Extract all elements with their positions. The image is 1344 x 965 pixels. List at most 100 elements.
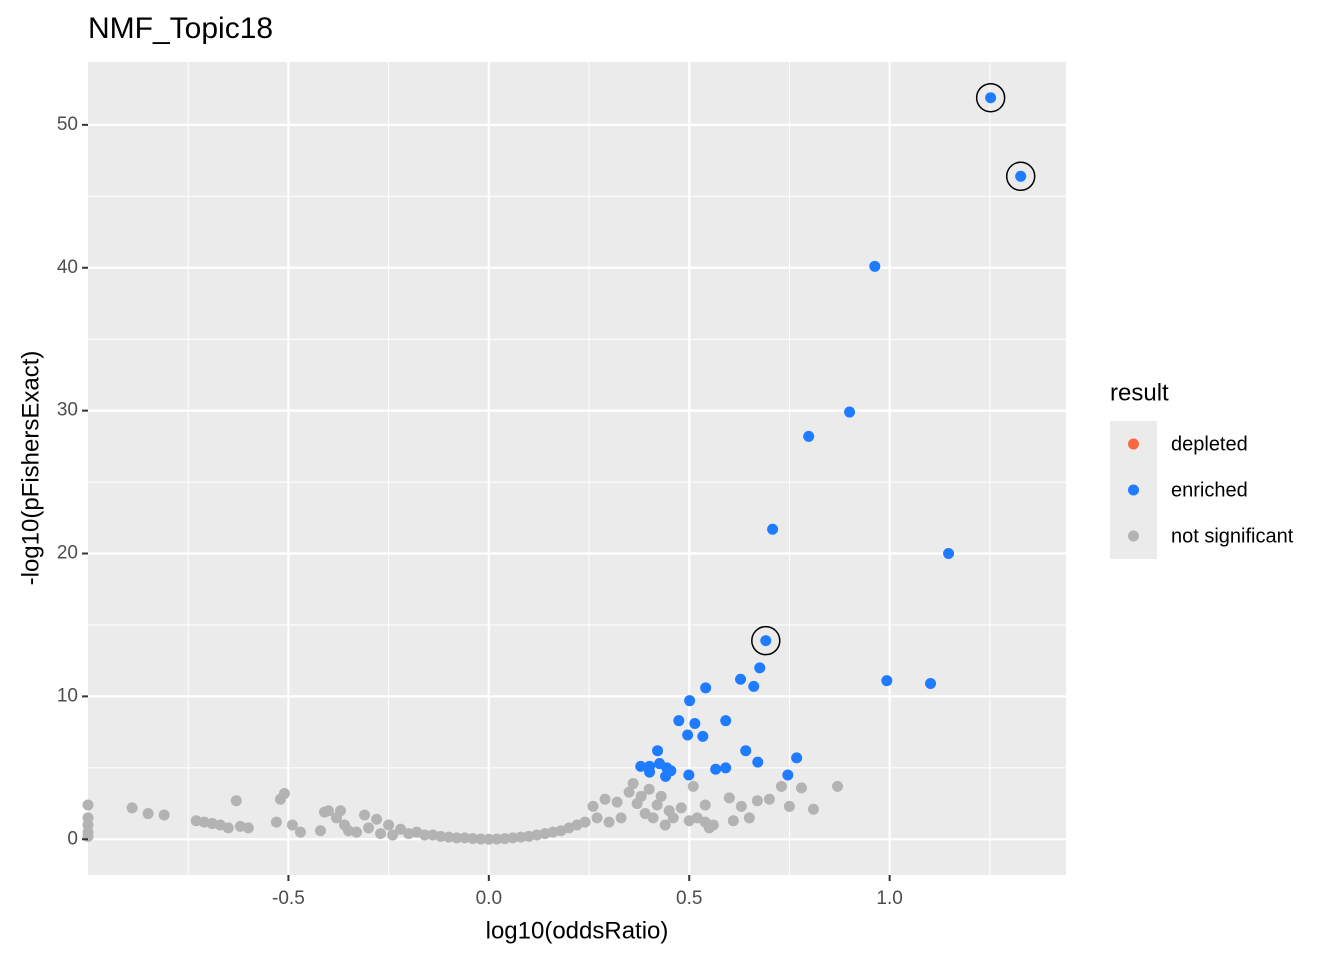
chart-title: NMF_Topic18	[88, 12, 273, 45]
point	[783, 800, 795, 812]
point	[322, 805, 334, 817]
point	[735, 673, 747, 685]
point	[475, 833, 487, 845]
point	[775, 780, 787, 792]
point	[635, 760, 647, 772]
x-tick-label: 0.5	[676, 888, 702, 909]
point	[314, 825, 326, 837]
point	[644, 766, 656, 778]
point	[611, 796, 623, 808]
point	[1015, 170, 1027, 182]
highlight-ring	[751, 625, 781, 656]
point	[743, 812, 755, 824]
point	[720, 715, 732, 727]
point	[451, 832, 463, 844]
point	[294, 826, 306, 838]
point	[782, 769, 794, 781]
point	[371, 813, 383, 825]
panel	[88, 62, 1066, 875]
point	[126, 802, 138, 814]
y-tick-label: 50	[57, 114, 78, 135]
legend-swatch	[1128, 438, 1139, 450]
y-axis-title: -log10(pFishersExact)	[17, 351, 44, 586]
point	[230, 795, 242, 807]
point	[419, 829, 431, 841]
point	[623, 786, 635, 798]
point	[735, 800, 747, 812]
point	[723, 792, 735, 804]
point	[684, 695, 696, 707]
point	[655, 790, 667, 802]
point	[635, 790, 647, 802]
point	[459, 832, 471, 844]
y-tick-label: 30	[57, 400, 78, 421]
legend: depleted enriched not significant	[1110, 421, 1294, 559]
point	[832, 780, 844, 792]
legend-label: depleted	[1171, 433, 1248, 455]
point	[754, 662, 766, 674]
point	[142, 808, 154, 820]
point	[242, 822, 254, 834]
point	[507, 832, 519, 844]
point	[803, 430, 815, 442]
point	[467, 833, 479, 845]
point	[603, 816, 615, 828]
point	[697, 730, 709, 742]
point	[615, 812, 627, 824]
y-tick-label: 40	[57, 257, 78, 278]
point	[383, 819, 395, 831]
marks	[82, 82, 1036, 845]
point	[791, 752, 803, 764]
highlight-ring	[975, 82, 1006, 113]
point	[359, 809, 371, 821]
point	[659, 819, 671, 831]
point	[700, 682, 712, 694]
point	[752, 756, 764, 768]
y-tick-label: 0	[67, 828, 78, 849]
point	[499, 833, 511, 845]
x-tick-label: -0.5	[272, 888, 305, 909]
point	[351, 826, 363, 838]
point	[651, 799, 663, 811]
point	[363, 822, 375, 834]
point	[699, 799, 711, 811]
point	[643, 783, 655, 795]
point	[158, 809, 170, 821]
point	[667, 812, 679, 824]
point	[760, 635, 772, 647]
point	[795, 782, 807, 794]
point	[710, 763, 722, 775]
point	[925, 678, 937, 690]
point	[443, 831, 455, 843]
highlight-ring	[1005, 161, 1036, 192]
point	[270, 816, 282, 828]
point	[985, 92, 997, 104]
x-tick-label: 0.0	[476, 888, 502, 909]
point	[740, 745, 752, 757]
point	[844, 406, 856, 418]
point	[274, 793, 286, 805]
point	[82, 799, 94, 811]
point	[222, 822, 234, 834]
point	[675, 802, 687, 814]
point	[869, 260, 881, 272]
point	[587, 800, 599, 812]
point	[375, 828, 387, 840]
legend-swatch	[1128, 484, 1139, 496]
point	[881, 675, 893, 687]
point	[751, 795, 763, 807]
point	[683, 769, 695, 781]
point	[599, 793, 611, 805]
point	[689, 718, 701, 730]
point	[483, 833, 495, 845]
point	[748, 680, 760, 692]
point	[387, 829, 399, 841]
x-tick-label: 1.0	[876, 888, 902, 909]
x-axis-title: log10(oddsRatio)	[486, 917, 669, 944]
point	[286, 819, 298, 831]
y-tick-label: 20	[57, 543, 78, 564]
legend-swatch	[1128, 530, 1139, 542]
point	[515, 831, 527, 843]
